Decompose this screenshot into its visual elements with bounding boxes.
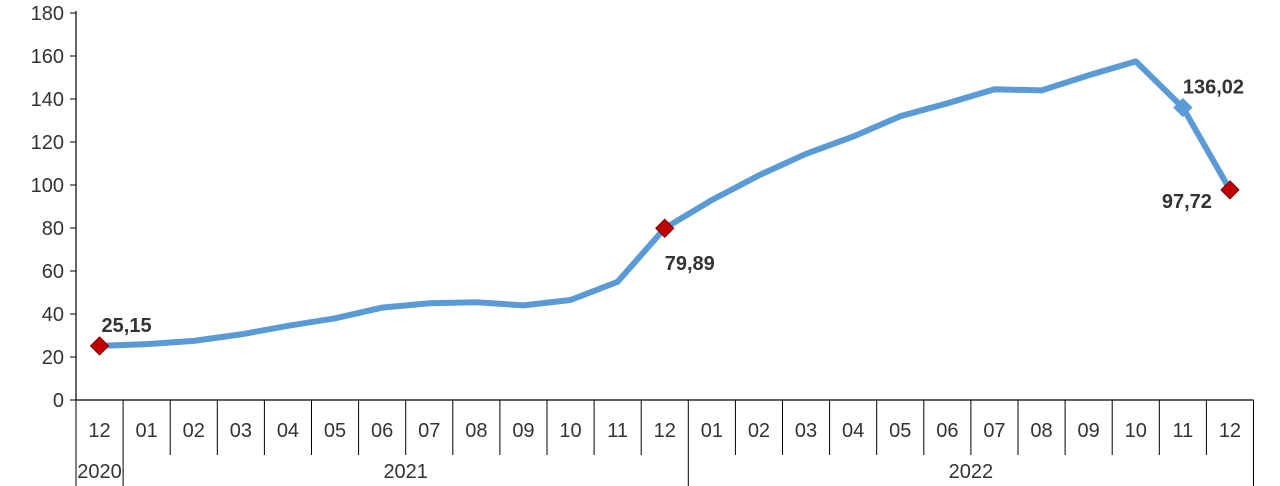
- marker-group: [89, 97, 1240, 356]
- x-tick-label: 05: [324, 420, 346, 442]
- series-group: [96, 58, 1233, 349]
- y-tick-label: 40: [42, 304, 64, 326]
- y-tick-label: 0: [53, 390, 64, 412]
- x-axis: 12 01 02 03 04 05 06 07 08 09 10 11 12 01 02 03 04 05 06 07…: [75, 399, 1254, 486]
- data-marker: [1173, 97, 1193, 118]
- data-label-group: 25,15 79,89 136,02 97,72: [102, 77, 1244, 337]
- x-tick-label: 04: [842, 420, 864, 442]
- y-tick-label: 180: [31, 3, 64, 25]
- x-tick-label: 08: [465, 420, 487, 442]
- x-tick-label: 01: [701, 420, 723, 442]
- x-tick-label: 11: [607, 420, 628, 442]
- data-label: 25,15: [102, 315, 152, 337]
- year-label: 2022: [949, 461, 994, 483]
- x-tick-label: 04: [277, 420, 299, 442]
- x-tick-label: 09: [1078, 420, 1100, 442]
- x-tick-label: 09: [512, 420, 534, 442]
- x-tick-label: 02: [183, 420, 205, 442]
- x-tick-label: 01: [136, 420, 158, 442]
- y-tick-label: 80: [42, 218, 64, 240]
- x-tick-label: 07: [418, 420, 440, 442]
- y-tick-label: 60: [42, 261, 64, 283]
- data-marker: [655, 218, 675, 238]
- x-tick-label: 08: [1030, 420, 1052, 442]
- x-tick-label: 06: [371, 420, 393, 442]
- data-label: 136,02: [1183, 77, 1244, 99]
- x-tick-label: 02: [748, 420, 770, 442]
- x-tick-label: 03: [230, 420, 252, 442]
- x-tick-label: 05: [889, 420, 911, 442]
- y-tick-label: 100: [31, 175, 64, 197]
- series-line: [96, 58, 1233, 349]
- x-tick-label: 10: [559, 420, 581, 442]
- data-marker: [89, 336, 110, 356]
- x-tick-label: 07: [983, 420, 1005, 442]
- x-tick-label: 10: [1125, 420, 1147, 442]
- x-tick-label: 03: [795, 420, 817, 442]
- data-label: 97,72: [1162, 191, 1212, 213]
- data-marker: [1220, 180, 1240, 200]
- y-tick-label: 120: [31, 132, 64, 154]
- x-tick-label: 12: [88, 420, 110, 442]
- x-tick-label: 12: [1219, 420, 1241, 442]
- x-tick-label: 06: [936, 420, 958, 442]
- year-label: 2021: [383, 461, 428, 483]
- year-label: 2020: [77, 461, 122, 483]
- y-tick-label: 160: [31, 46, 64, 68]
- data-label: 79,89: [665, 253, 715, 275]
- x-tick-label: 11: [1172, 420, 1193, 442]
- x-tick-label: 12: [654, 420, 676, 442]
- y-tick-label: 20: [42, 347, 64, 369]
- y-axis: 0 20 40 60 80 100 120 140 160 180: [31, 3, 77, 412]
- y-tick-label: 140: [31, 89, 64, 111]
